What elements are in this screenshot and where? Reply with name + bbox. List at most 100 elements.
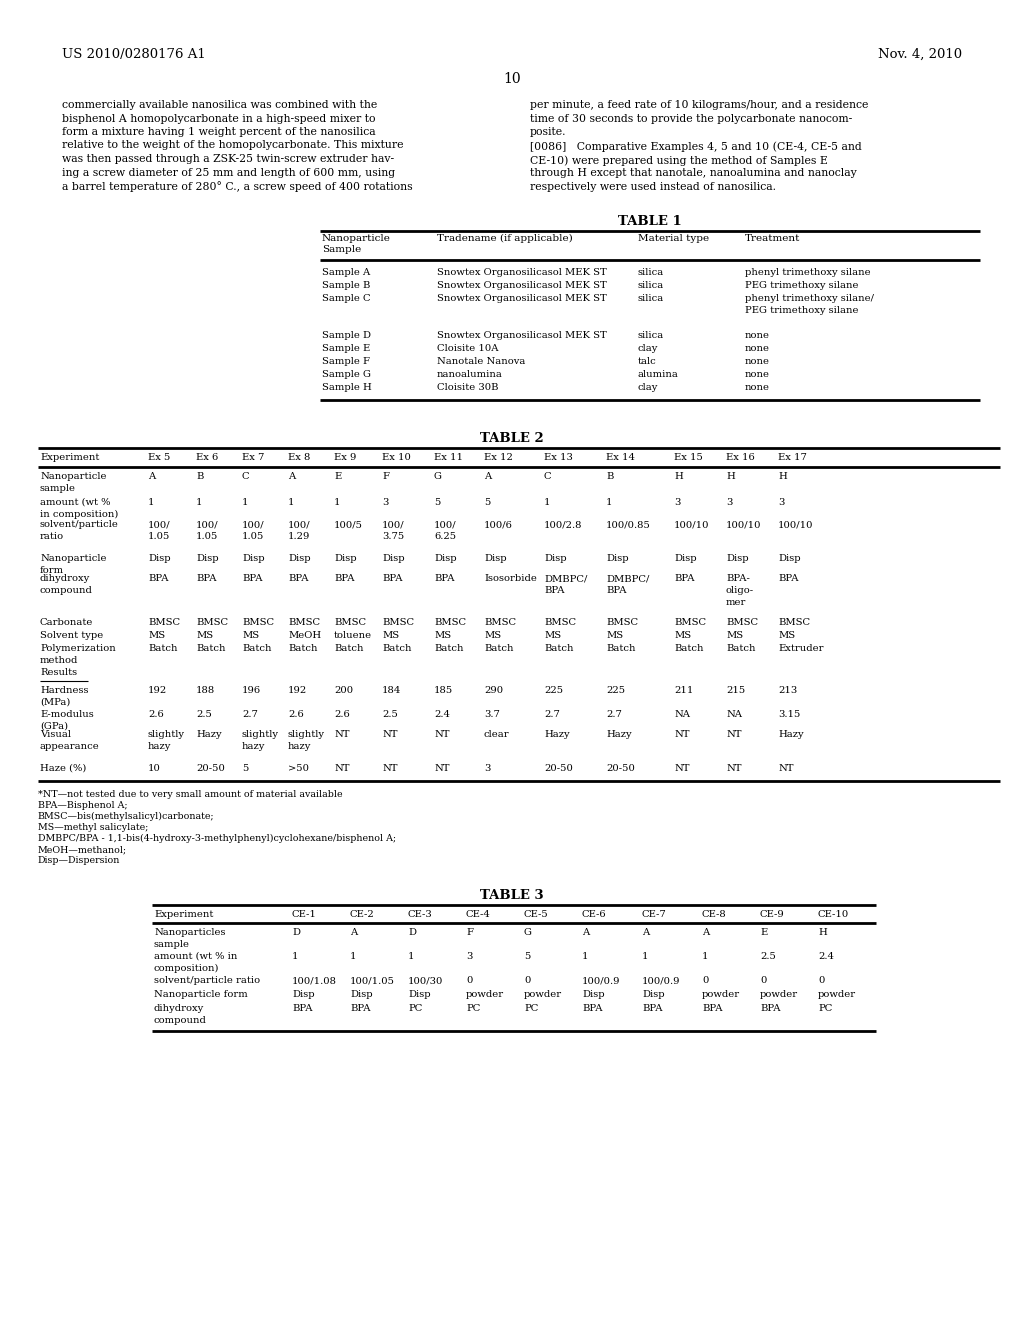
Text: BPA: BPA xyxy=(196,574,216,583)
Text: BMSC: BMSC xyxy=(726,618,758,627)
Text: TABLE 3: TABLE 3 xyxy=(480,888,544,902)
Text: C: C xyxy=(544,473,552,480)
Text: Cloisite 30B: Cloisite 30B xyxy=(437,383,499,392)
Text: 3: 3 xyxy=(466,952,472,961)
Text: BPA: BPA xyxy=(778,574,799,583)
Text: 1: 1 xyxy=(242,498,249,507)
Text: BPA: BPA xyxy=(642,1005,663,1012)
Text: D: D xyxy=(408,928,416,937)
Text: Snowtex Organosilicasol MEK ST: Snowtex Organosilicasol MEK ST xyxy=(437,294,607,304)
Text: 196: 196 xyxy=(242,686,261,696)
Text: Disp: Disp xyxy=(606,554,629,564)
Text: form: form xyxy=(40,566,65,576)
Text: Disp: Disp xyxy=(292,990,314,999)
Text: BMSC: BMSC xyxy=(334,618,367,627)
Text: Ex 16: Ex 16 xyxy=(726,453,755,462)
Text: 1.05: 1.05 xyxy=(196,532,218,541)
Text: >50: >50 xyxy=(288,764,309,774)
Text: BMSC: BMSC xyxy=(544,618,577,627)
Text: powder: powder xyxy=(702,990,740,999)
Text: Ex 6: Ex 6 xyxy=(196,453,218,462)
Text: MS: MS xyxy=(544,631,561,640)
Text: 20-50: 20-50 xyxy=(544,764,572,774)
Text: none: none xyxy=(745,331,770,341)
Text: Haze (%): Haze (%) xyxy=(40,764,86,774)
Text: Hazy: Hazy xyxy=(606,730,632,739)
Text: 100/30: 100/30 xyxy=(408,975,443,985)
Text: 100/1.05: 100/1.05 xyxy=(350,975,395,985)
Text: MS: MS xyxy=(242,631,259,640)
Text: 2.4: 2.4 xyxy=(434,710,450,719)
Text: 1: 1 xyxy=(292,952,299,961)
Text: slightly: slightly xyxy=(242,730,279,739)
Text: method: method xyxy=(40,656,79,665)
Text: ratio: ratio xyxy=(40,532,65,541)
Text: 215: 215 xyxy=(726,686,745,696)
Text: 0: 0 xyxy=(760,975,766,985)
Text: H: H xyxy=(726,473,735,480)
Text: Disp: Disp xyxy=(674,554,696,564)
Text: 5: 5 xyxy=(524,952,530,961)
Text: silica: silica xyxy=(638,294,665,304)
Text: appearance: appearance xyxy=(40,742,99,751)
Text: BMSC—bis(methylsalicyl)carbonate;: BMSC—bis(methylsalicyl)carbonate; xyxy=(38,812,215,821)
Text: US 2010/0280176 A1: US 2010/0280176 A1 xyxy=(62,48,206,61)
Text: toluene: toluene xyxy=(334,631,372,640)
Text: Ex 17: Ex 17 xyxy=(778,453,807,462)
Text: Disp: Disp xyxy=(350,990,373,999)
Text: slightly: slightly xyxy=(288,730,325,739)
Text: 211: 211 xyxy=(674,686,693,696)
Text: BMSC: BMSC xyxy=(484,618,516,627)
Text: 1: 1 xyxy=(148,498,155,507)
Text: Disp: Disp xyxy=(196,554,219,564)
Text: clear: clear xyxy=(484,730,510,739)
Text: Hazy: Hazy xyxy=(544,730,569,739)
Text: Nanoparticles: Nanoparticles xyxy=(154,928,225,937)
Text: 0: 0 xyxy=(818,975,824,985)
Text: A: A xyxy=(148,473,156,480)
Text: Isosorbide: Isosorbide xyxy=(484,574,537,583)
Text: MeOH—methanol;: MeOH—methanol; xyxy=(38,845,127,854)
Text: 100/10: 100/10 xyxy=(674,520,710,529)
Text: Hazy: Hazy xyxy=(778,730,804,739)
Text: 225: 225 xyxy=(544,686,563,696)
Text: Batch: Batch xyxy=(288,644,317,653)
Text: 5: 5 xyxy=(434,498,440,507)
Text: 20-50: 20-50 xyxy=(196,764,225,774)
Text: alumina: alumina xyxy=(638,370,679,379)
Text: 1: 1 xyxy=(642,952,648,961)
Text: amount (wt %: amount (wt % xyxy=(40,498,111,507)
Text: A: A xyxy=(288,473,295,480)
Text: Batch: Batch xyxy=(674,644,703,653)
Text: 1: 1 xyxy=(408,952,415,961)
Text: TABLE 2: TABLE 2 xyxy=(480,432,544,445)
Text: per minute, a feed rate of 10 kilograms/hour, and a residence: per minute, a feed rate of 10 kilograms/… xyxy=(530,100,868,110)
Text: Batch: Batch xyxy=(606,644,636,653)
Text: MS: MS xyxy=(674,631,691,640)
Text: Batch: Batch xyxy=(242,644,271,653)
Text: Ex 14: Ex 14 xyxy=(606,453,635,462)
Text: BMSC: BMSC xyxy=(674,618,707,627)
Text: Sample: Sample xyxy=(322,246,361,253)
Text: B: B xyxy=(196,473,204,480)
Text: 100/1.08: 100/1.08 xyxy=(292,975,337,985)
Text: CE-10: CE-10 xyxy=(818,909,849,919)
Text: NT: NT xyxy=(726,730,741,739)
Text: 1: 1 xyxy=(582,952,589,961)
Text: B: B xyxy=(606,473,613,480)
Text: Results: Results xyxy=(40,668,77,677)
Text: powder: powder xyxy=(818,990,856,999)
Text: Disp: Disp xyxy=(642,990,665,999)
Text: nanoalumina: nanoalumina xyxy=(437,370,503,379)
Text: Disp: Disp xyxy=(288,554,310,564)
Text: 1.29: 1.29 xyxy=(288,532,310,541)
Text: Nov. 4, 2010: Nov. 4, 2010 xyxy=(878,48,962,61)
Text: CE-5: CE-5 xyxy=(524,909,549,919)
Text: Tradename (if applicable): Tradename (if applicable) xyxy=(437,234,572,243)
Text: Solvent type: Solvent type xyxy=(40,631,103,640)
Text: Ex 10: Ex 10 xyxy=(382,453,411,462)
Text: 213: 213 xyxy=(778,686,798,696)
Text: NT: NT xyxy=(434,730,450,739)
Text: Nanoparticle: Nanoparticle xyxy=(40,554,106,564)
Text: A: A xyxy=(350,928,357,937)
